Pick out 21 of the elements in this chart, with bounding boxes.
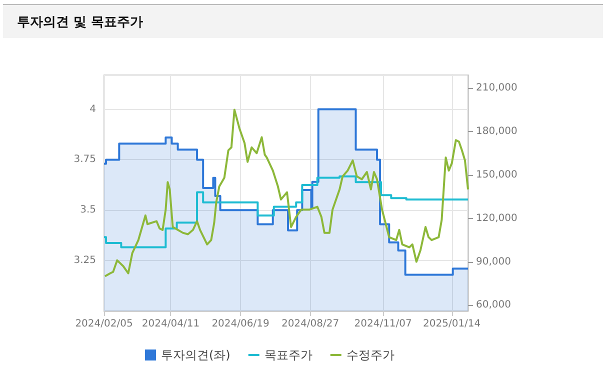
- y2-tick-label: 210,000: [476, 82, 518, 94]
- y-tick-label: 3.5: [80, 204, 96, 216]
- y2-tick-label: 180,000: [476, 126, 518, 137]
- y2-tick-label: 150,000: [476, 169, 518, 180]
- legend-label: 목표주가: [264, 348, 312, 362]
- y-tick-label: 3.25: [74, 255, 96, 266]
- x-tick-label: 2024/11/07: [354, 318, 412, 330]
- chart-title: 투자의견 및 목표주가: [17, 14, 144, 31]
- x-tick-label: 2024/02/05: [75, 318, 133, 330]
- legend-label: 투자의견(좌): [161, 348, 230, 362]
- y2-tick-label: 90,000: [476, 256, 511, 268]
- line-series: [104, 108, 469, 278]
- y2-tick-label: 120,000: [476, 212, 518, 224]
- x-tick-label: 2024/06/19: [212, 318, 270, 330]
- y-tick-label: 4: [90, 104, 96, 115]
- x-tick-label: 2024/08/27: [281, 318, 340, 330]
- y2-tick-label: 60,000: [476, 300, 511, 311]
- y-tick-label: 3.75: [74, 154, 96, 166]
- x-tick-label: 2025/01/14: [423, 318, 481, 330]
- x-tick-label: 2024/04/11: [142, 318, 200, 330]
- legend-label: 수정주가: [346, 348, 394, 362]
